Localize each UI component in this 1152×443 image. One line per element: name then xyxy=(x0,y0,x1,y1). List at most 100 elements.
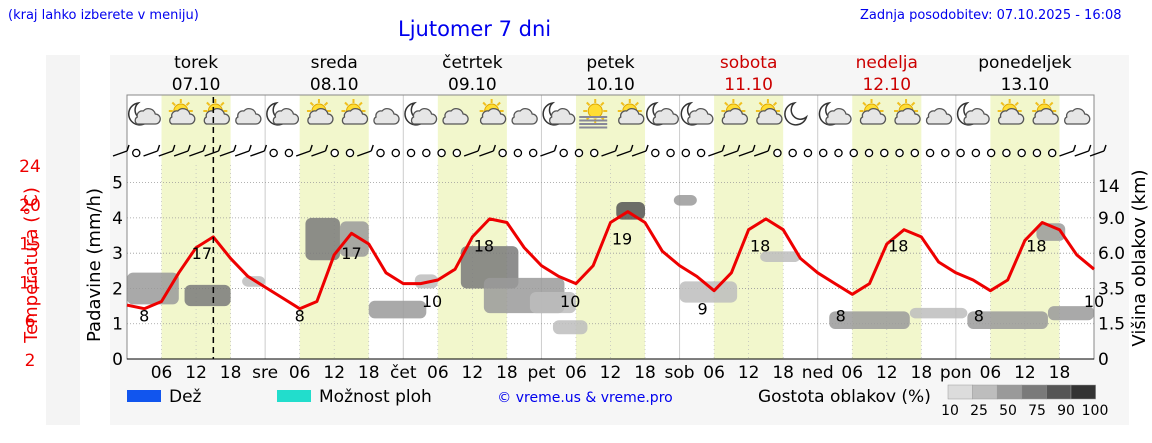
cloud-icon xyxy=(442,108,469,125)
density-swatch xyxy=(1070,384,1096,400)
wind-calm-icon xyxy=(651,148,660,158)
cloud-patch xyxy=(339,221,369,257)
density-scale-label: 10 xyxy=(941,403,959,419)
wind-feather xyxy=(553,144,558,152)
wind-calm-icon xyxy=(834,148,843,158)
wind-barb-icon xyxy=(1074,144,1092,157)
wind-calm-icon xyxy=(269,148,278,158)
density-swatch xyxy=(1046,384,1072,400)
temperature-tick: 2 xyxy=(25,351,36,371)
cloud-icon xyxy=(1064,108,1091,125)
wind-barb-icon xyxy=(112,144,130,157)
hour-tick-label: 06 xyxy=(151,363,173,383)
wind-shaft xyxy=(189,150,204,157)
sun-ray xyxy=(862,101,867,107)
wind-calm-icon xyxy=(513,148,523,158)
moon-cloud-icon xyxy=(266,101,299,126)
cloud-patch xyxy=(829,311,910,330)
wind-calm-icon xyxy=(880,148,889,158)
moon-cloud-icon xyxy=(956,101,990,126)
cloud-shape xyxy=(373,108,400,125)
wind-calm-icon xyxy=(849,148,859,158)
wind-feather xyxy=(324,144,329,152)
temperature-label: 17 xyxy=(192,244,212,263)
cloud-shape xyxy=(825,108,852,125)
wind-feather xyxy=(1072,144,1077,152)
wind-barb-icon xyxy=(540,144,558,157)
day-date: 12.10 xyxy=(862,75,911,95)
wind-shaft xyxy=(479,150,494,157)
temperature-label: 19 xyxy=(612,229,632,248)
wind-feather xyxy=(1088,144,1092,152)
day-abbr-label: ned xyxy=(802,363,834,383)
cloud-shape xyxy=(511,108,538,125)
sun-ray xyxy=(171,101,176,107)
wind-calm-icon xyxy=(528,148,538,158)
wind-barb-icon xyxy=(158,144,176,157)
temperature-tick: 20 xyxy=(19,196,41,216)
wind-barb-icon xyxy=(234,144,252,157)
sun-ray xyxy=(344,101,349,107)
sun-ray xyxy=(496,101,501,107)
temperature-label: 17 xyxy=(341,244,361,263)
hour-tick-label: 12 xyxy=(1014,363,1036,383)
wind-calm-icon xyxy=(437,148,446,158)
wind-calm-icon xyxy=(284,148,294,158)
cloud-icon xyxy=(511,108,538,125)
sun-cloud-icon xyxy=(755,99,783,125)
day-name: četrtek xyxy=(442,53,503,73)
precip-tick: 1 xyxy=(112,315,123,335)
moon-cloud-icon xyxy=(542,101,576,126)
cloud-patch xyxy=(305,217,340,261)
wind-calm-icon xyxy=(803,148,813,158)
cloud-density-label: Gostota oblakov (%) xyxy=(758,387,931,407)
cloud-shape xyxy=(618,108,645,125)
wind-barb-icon xyxy=(219,144,237,157)
sun-cloud-icon xyxy=(306,99,334,125)
sun-ray xyxy=(185,101,190,107)
wind-shaft xyxy=(753,150,769,157)
left-band xyxy=(46,55,80,425)
hour-tick-label: 12 xyxy=(462,363,484,383)
sun-cloud-icon xyxy=(1032,99,1059,125)
temperature-label: 8 xyxy=(974,307,984,326)
wind-barb-icon xyxy=(616,144,634,157)
sun-ray xyxy=(634,101,639,107)
wind-shaft xyxy=(219,150,235,157)
wind-barb-icon xyxy=(738,144,756,157)
storm-legend-swatch xyxy=(277,390,311,402)
sun-cloud-icon xyxy=(721,99,748,125)
cloud-shape xyxy=(169,108,196,125)
cloud-shape xyxy=(894,108,921,125)
cloud-shape xyxy=(341,108,369,125)
wind-feather xyxy=(156,144,161,152)
day-date: 10.10 xyxy=(586,75,635,95)
moon-cloud-icon xyxy=(680,101,714,126)
wind-barb-icon xyxy=(173,144,191,157)
density-scale-label: 75 xyxy=(1028,403,1046,419)
cloud-shape xyxy=(652,108,679,125)
wind-feather xyxy=(126,144,130,152)
wind-shaft xyxy=(723,150,738,157)
day-date: 07.10 xyxy=(172,75,221,95)
wind-calm-icon xyxy=(1032,148,1042,158)
day-abbr-label: pon xyxy=(940,363,972,383)
hour-tick-label: 12 xyxy=(600,363,622,383)
wind-calm-icon xyxy=(406,148,416,158)
wind-calm-icon xyxy=(1047,148,1057,158)
temperature-label: 10 xyxy=(1084,292,1104,311)
wind-calm-icon xyxy=(788,148,797,158)
wind-shaft xyxy=(357,150,372,157)
temperature-label: 18 xyxy=(1026,237,1046,256)
storm-legend-label: Možnost ploh xyxy=(319,387,432,407)
moon-cloud-icon xyxy=(646,101,679,126)
sun-ray xyxy=(323,101,329,107)
wind-shaft xyxy=(708,150,723,157)
cloud-patch xyxy=(1047,306,1094,321)
sun-cloud-icon xyxy=(894,99,921,125)
rain-legend-label: Dež xyxy=(169,387,202,407)
cloud-shape xyxy=(410,108,438,125)
hour-tick-label: 06 xyxy=(841,363,863,383)
wind-calm-icon xyxy=(986,148,996,158)
menu-hint[interactable]: (kraj lahko izberete v meniju) xyxy=(8,8,199,23)
